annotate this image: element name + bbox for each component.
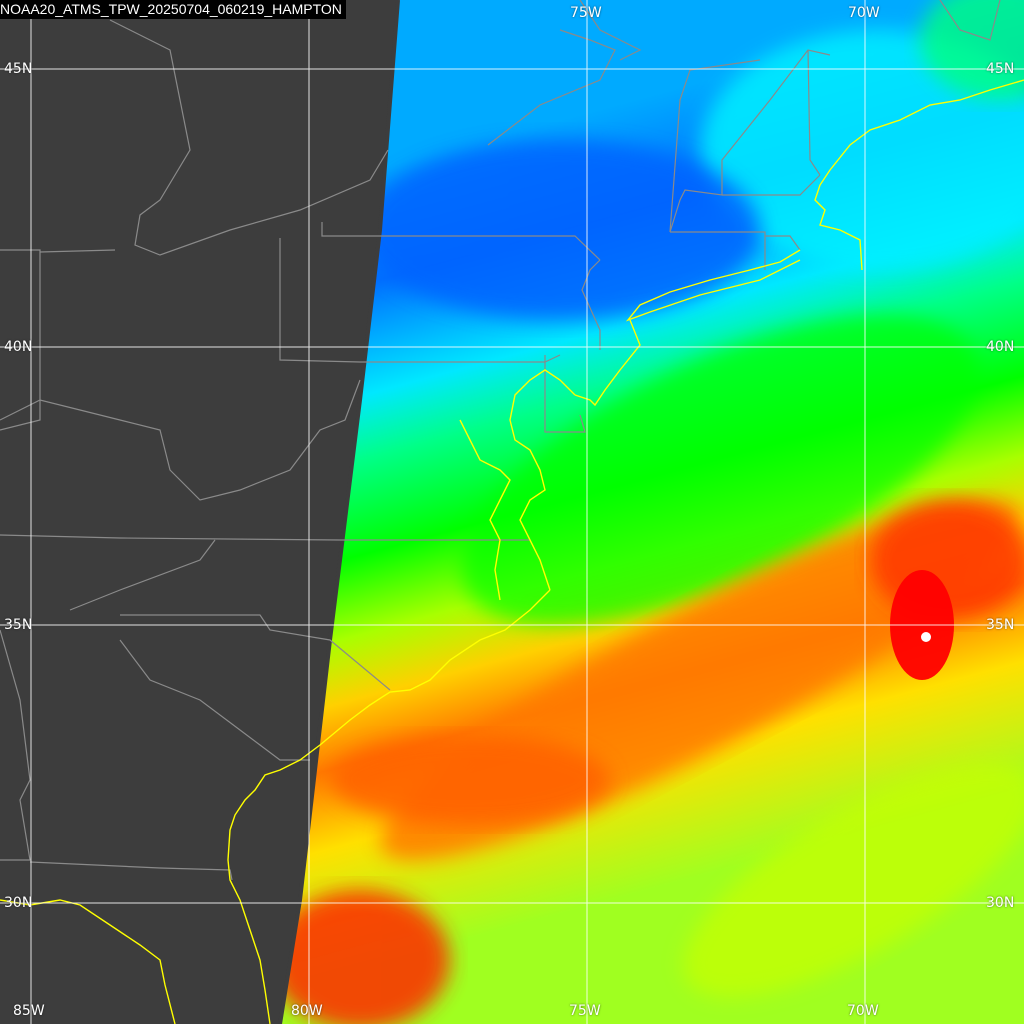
lon-label-85-bottom: 85W xyxy=(13,1003,45,1019)
white-spot xyxy=(921,632,931,642)
lon-label-70-top: 70W xyxy=(848,5,880,21)
lat-label-45-left: 45N xyxy=(4,61,33,77)
lat-label-40-left: 40N xyxy=(4,339,33,355)
lat-label-45-right: 45N xyxy=(986,61,1015,77)
state-borders xyxy=(0,0,1001,881)
lon-label-70-bottom: 70W xyxy=(847,1003,879,1019)
lat-label-30-left: 30N xyxy=(4,895,33,911)
lat-label-40-right: 40N xyxy=(986,339,1015,355)
lat-label-35-right: 35N xyxy=(986,617,1015,633)
lon-label-80-bottom: 80W xyxy=(291,1003,323,1019)
lon-label-75-top: 75W xyxy=(570,5,602,21)
lat-label-30-right: 30N xyxy=(986,895,1015,911)
product-title: NOAA20_ATMS_TPW_20250704_060219_HAMPTON xyxy=(0,0,346,19)
swath-edge xyxy=(278,0,400,1024)
lon-label-75-bottom: 75W xyxy=(569,1003,601,1019)
lat-label-35-left: 35N xyxy=(4,617,33,633)
